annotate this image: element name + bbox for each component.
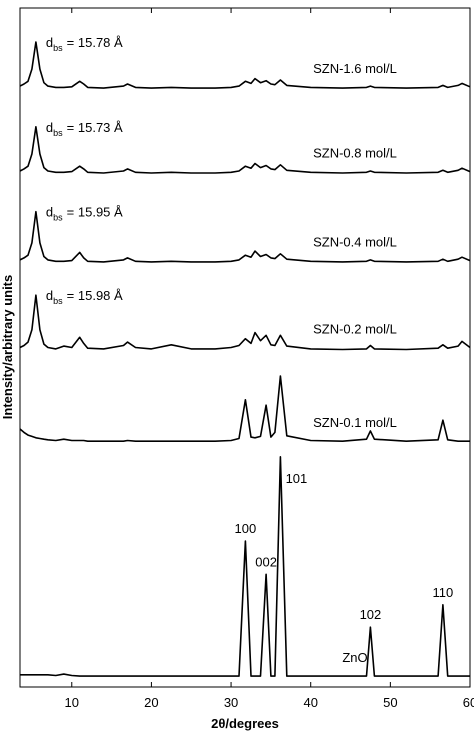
d-symbol: d [46, 205, 53, 220]
d-value: = 15.95 Å [67, 205, 123, 220]
x-tick-label: 50 [383, 695, 397, 710]
peak-label: 110 [433, 585, 454, 600]
series-label: SZN-0.8 mol/L [313, 146, 397, 161]
peak-label: 002 [255, 554, 277, 569]
d-subscript: bs [53, 213, 63, 223]
d-value: = 15.98 Å [67, 288, 123, 303]
peak-label: 102 [360, 607, 382, 622]
trace [19, 294, 471, 351]
x-tick-label: 40 [303, 695, 317, 710]
peak-label: 101 [286, 471, 308, 486]
trace [19, 41, 471, 89]
d-value: = 15.78 Å [67, 35, 123, 50]
x-axis-label: 2θ/degrees [211, 716, 279, 731]
series-label: SZN-1.6 mol/L [313, 61, 397, 76]
d-subscript: bs [53, 43, 63, 53]
x-tick-label: 30 [224, 695, 238, 710]
d-symbol: d [46, 35, 53, 50]
d-symbol: d [46, 288, 53, 303]
x-tick-label: 20 [144, 695, 158, 710]
trace [20, 456, 470, 677]
series-label: SZN-0.1 mol/L [313, 415, 397, 430]
x-tick-label: 10 [65, 695, 79, 710]
d-subscript: bs [53, 128, 63, 138]
d-annotation: dbs = 15.73 Å [46, 120, 123, 138]
series-label: SZN-0.2 mol/L [313, 322, 397, 337]
d-subscript: bs [53, 296, 63, 306]
trace [19, 126, 471, 174]
d-value: = 15.73 Å [67, 120, 123, 135]
trace [19, 210, 471, 263]
d-annotation: dbs = 15.98 Å [46, 288, 123, 306]
d-annotation: dbs = 15.78 Å [46, 35, 123, 53]
peak-label: 100 [235, 521, 257, 536]
trace [19, 375, 470, 442]
y-axis-label: Intensity/arbitrary units [0, 275, 15, 419]
series-label: SZN-0.4 mol/L [313, 235, 397, 250]
d-annotation: dbs = 15.95 Å [46, 205, 123, 223]
series-label: ZnO [342, 650, 367, 665]
d-symbol: d [46, 120, 53, 135]
x-tick-label: 60 [463, 695, 474, 710]
